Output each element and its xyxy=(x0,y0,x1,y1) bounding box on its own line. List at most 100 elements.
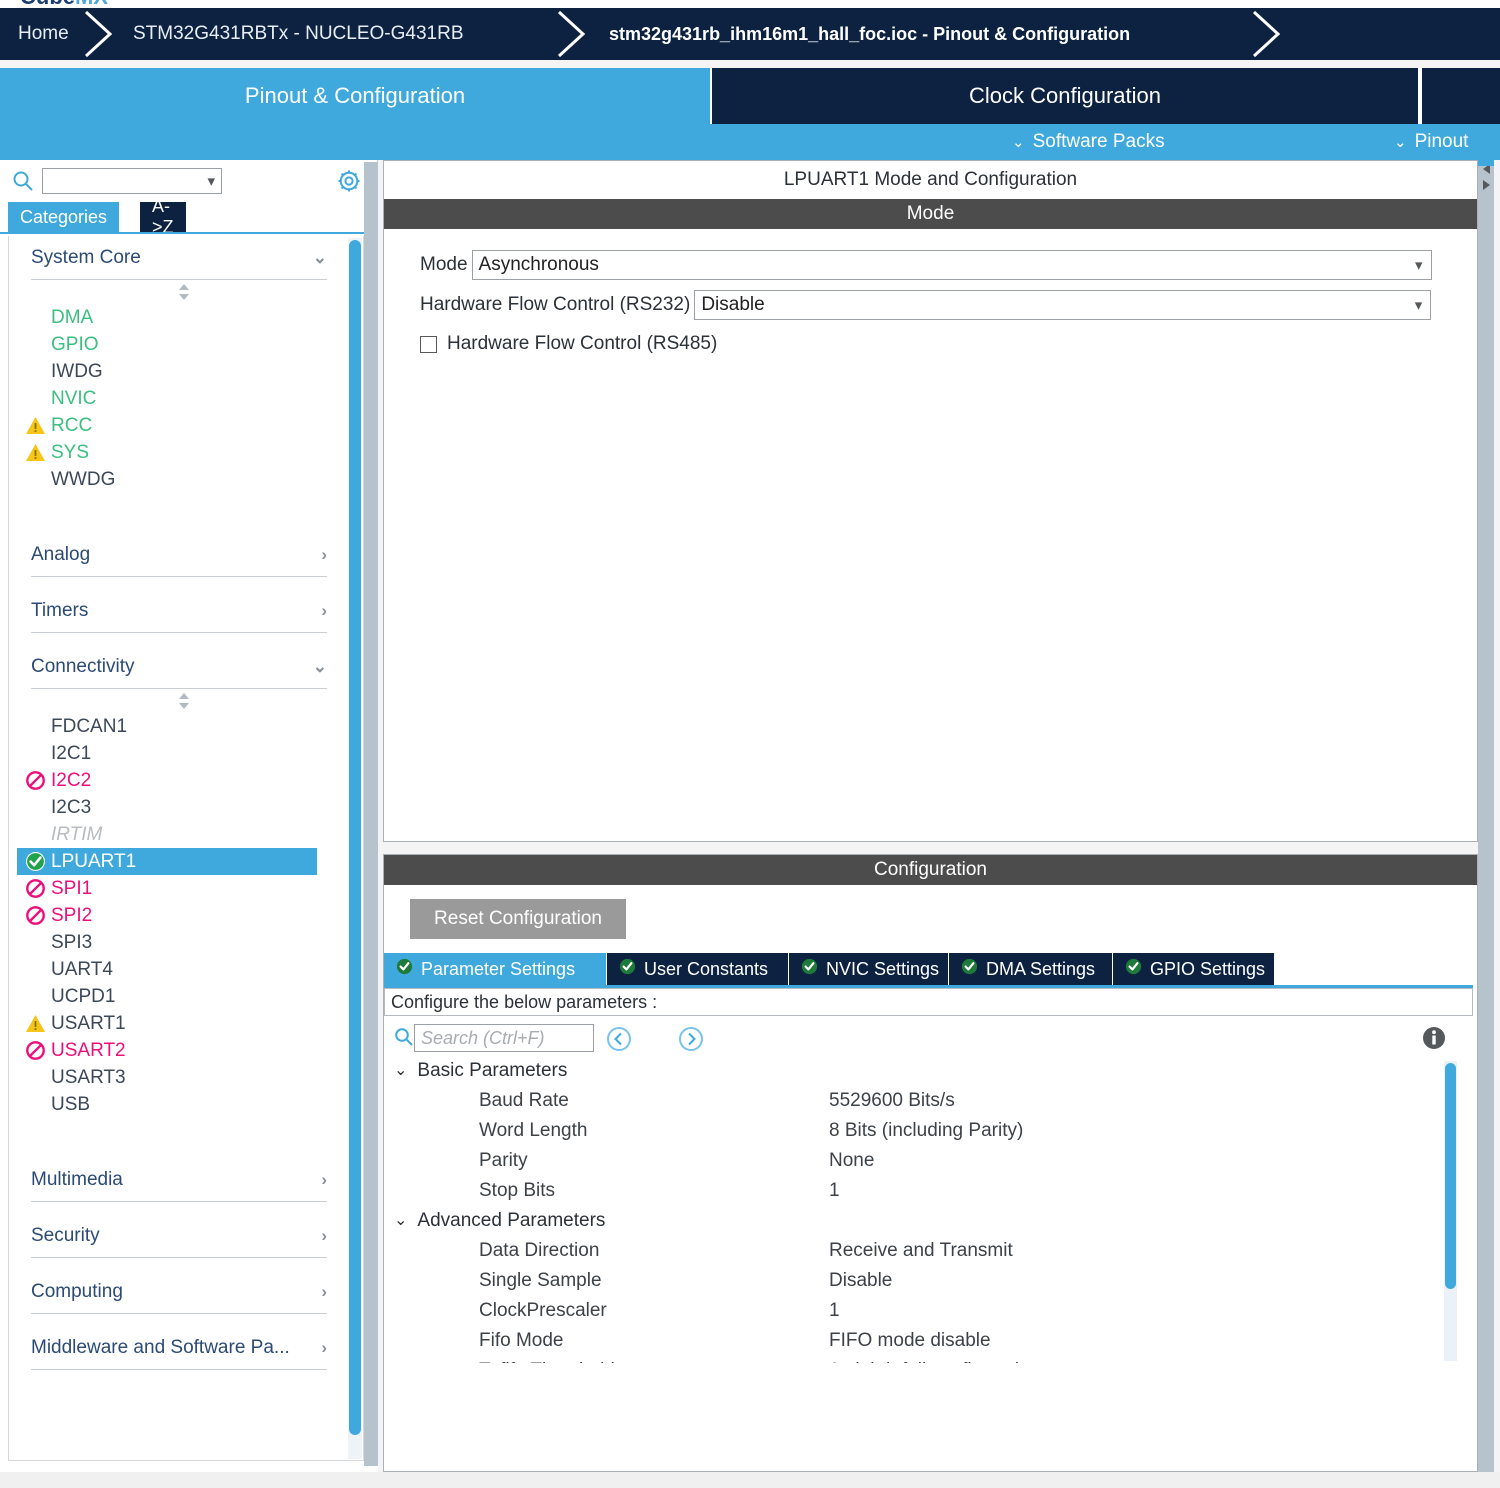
parameter-value[interactable]: 1 xyxy=(829,1180,840,1201)
sidebar-item-spi1[interactable]: SPI1 xyxy=(9,875,349,902)
sidebar-item-usart2[interactable]: USART2 xyxy=(9,1037,349,1064)
sidebar-item-sys[interactable]: SYS xyxy=(9,439,349,466)
sidebar-item-i2c3[interactable]: I2C3 xyxy=(9,794,349,821)
sidebar-item-iwdg[interactable]: IWDG xyxy=(9,358,349,385)
parameter-row[interactable]: Baud Rate 5529600 Bits/s xyxy=(384,1086,1473,1116)
parameter-group-basic-parameters[interactable]: ⌄ Basic Parameters xyxy=(384,1056,1473,1086)
tab-clock-configuration[interactable]: Clock Configuration xyxy=(710,68,1420,124)
sidebar-item-ucpd1[interactable]: UCPD1 xyxy=(9,983,349,1010)
sidebar-item-nvic[interactable]: NVIC xyxy=(9,385,349,412)
parameter-row[interactable]: Parity None xyxy=(384,1146,1473,1176)
splitter-arrows-icon xyxy=(1483,164,1490,190)
parameter-row[interactable]: Txfifo Threshold1 eighth full configurat… xyxy=(384,1356,1473,1363)
sidebar-group-middleware-and-software-pa[interactable]: Middleware and Software Pa... › xyxy=(31,1326,327,1370)
hwfc485-row[interactable]: Hardware Flow Control (RS485) xyxy=(384,325,1477,363)
parameter-row[interactable]: ClockPrescaler 1 xyxy=(384,1296,1473,1326)
chevron-right-circle-icon[interactable] xyxy=(678,1026,704,1052)
mode-select[interactable]: Asynchronous ▾ xyxy=(471,250,1432,280)
parameter-row[interactable]: Word Length 8 Bits (including Parity) xyxy=(384,1116,1473,1146)
sidebar-item-irtim[interactable]: IRTIM xyxy=(9,821,349,848)
parameter-group-label: Advanced Parameters xyxy=(417,1210,606,1231)
sidebar-group-computing[interactable]: Computing › xyxy=(31,1270,327,1314)
parameter-row[interactable]: Single Sample Disable xyxy=(384,1266,1473,1296)
forbidden-icon xyxy=(25,1040,46,1061)
configure-hint-bar: Configure the below parameters : xyxy=(384,988,1473,1016)
parameter-row[interactable]: Data Direction Receive and Transmit xyxy=(384,1236,1473,1266)
right-panel-splitter[interactable] xyxy=(1478,160,1494,1472)
parameter-value[interactable]: Disable xyxy=(829,1270,893,1291)
check-circle-icon xyxy=(25,851,46,872)
breadcrumb-item-device[interactable]: STM32G431RBTx - NUCLEO-G431RB xyxy=(133,23,464,44)
sidebar-item-dma[interactable]: DMA xyxy=(9,304,349,331)
parameter-key: ClockPrescaler xyxy=(479,1300,607,1321)
chevron-right-icon: › xyxy=(321,1225,327,1245)
sidebar-group-analog[interactable]: Analog › xyxy=(31,533,327,577)
right-region: LPUART1 Mode and Configuration Mode Mode… xyxy=(383,160,1478,1472)
parameter-value[interactable]: 1 eighth full configuration xyxy=(829,1360,1040,1363)
sidebar-group-connectivity[interactable]: Connectivity ⌄ xyxy=(31,645,327,689)
parameter-value[interactable]: None xyxy=(829,1150,875,1171)
sidebar-item-rcc[interactable]: RCC xyxy=(9,412,349,439)
sidebar: ▾ Categories A->Z Syste xyxy=(0,160,378,1472)
parameter-value[interactable]: Receive and Transmit xyxy=(829,1240,1013,1261)
parameter-group-advanced-parameters[interactable]: ⌄ Advanced Parameters xyxy=(384,1206,1473,1236)
tab-categories[interactable]: Categories xyxy=(8,202,120,232)
sidebar-group-label: Timers xyxy=(31,599,89,621)
parameter-value[interactable]: FIFO mode disable xyxy=(829,1330,991,1351)
sidebar-item-uart4[interactable]: UART4 xyxy=(9,956,349,983)
pinout-menu[interactable]: ⌄ Pinout xyxy=(1394,131,1469,152)
search-icon xyxy=(12,170,34,192)
sidebar-sort-handle-icon[interactable] xyxy=(9,689,349,713)
parameter-value[interactable]: 1 xyxy=(829,1300,840,1321)
sidebar-item-label: FDCAN1 xyxy=(51,715,128,737)
info-icon[interactable] xyxy=(1421,1025,1447,1051)
tab-a-to-z[interactable]: A->Z xyxy=(140,196,186,237)
sidebar-search-row: ▾ xyxy=(0,160,378,200)
sidebar-item-lpuart1[interactable]: LPUART1 xyxy=(17,848,317,875)
sidebar-item-i2c2[interactable]: I2C2 xyxy=(9,767,349,794)
config-tab-user-constants[interactable]: User Constants xyxy=(606,953,788,985)
parameter-row[interactable]: Stop Bits 1 xyxy=(384,1176,1473,1206)
tab-pinout-configuration[interactable]: Pinout & Configuration xyxy=(0,68,710,124)
sidebar-group-security[interactable]: Security › xyxy=(31,1214,327,1258)
sidebar-splitter[interactable] xyxy=(364,162,378,1472)
config-tab-gpio-settings[interactable]: GPIO Settings xyxy=(1112,953,1274,985)
software-packs-menu[interactable]: ⌄ Software Packs xyxy=(1012,131,1165,152)
sidebar-item-usart1[interactable]: USART1 xyxy=(9,1010,349,1037)
breadcrumb-item-home[interactable]: Home xyxy=(18,23,69,44)
sidebar-search-input[interactable]: ▾ xyxy=(42,168,222,194)
sidebar-item-spi2[interactable]: SPI2 xyxy=(9,902,349,929)
mode-label: Mode xyxy=(420,254,468,275)
chevron-left-circle-icon[interactable] xyxy=(606,1026,632,1052)
hwfc232-select[interactable]: Disable ▾ xyxy=(694,290,1432,320)
sidebar-item-wwdg[interactable]: WWDG xyxy=(9,466,349,493)
config-tab-parameter-settings[interactable]: Parameter Settings xyxy=(384,953,606,985)
hwfc485-checkbox[interactable] xyxy=(420,335,437,353)
sidebar-item-gpio[interactable]: GPIO xyxy=(9,331,349,358)
sidebar-group-timers[interactable]: Timers › xyxy=(31,589,327,633)
config-tab-nvic-settings[interactable]: NVIC Settings xyxy=(788,953,948,985)
mode-panel-title: LPUART1 Mode and Configuration xyxy=(384,161,1477,199)
sidebar-item-spi3[interactable]: SPI3 xyxy=(9,929,349,956)
parameter-list-scrollbar-thumb[interactable] xyxy=(1445,1063,1456,1289)
parameter-value[interactable]: 8 Bits (including Parity) xyxy=(829,1120,1024,1141)
sidebar-sort-handle-icon[interactable] xyxy=(9,280,349,304)
sidebar-item-usb[interactable]: USB xyxy=(9,1091,349,1118)
app-logo-strip: CubeMX xyxy=(0,0,1500,8)
reset-configuration-button[interactable]: Reset Configuration xyxy=(410,899,626,939)
sidebar-item-i2c1[interactable]: I2C1 xyxy=(9,740,349,767)
parameter-row[interactable]: Fifo Mode FIFO mode disable xyxy=(384,1326,1473,1356)
sidebar-group-system-core[interactable]: System Core ⌄ xyxy=(31,236,327,280)
sidebar-group-multimedia[interactable]: Multimedia › xyxy=(31,1158,327,1202)
config-tab-dma-settings[interactable]: DMA Settings xyxy=(948,953,1112,985)
sidebar-item-label: GPIO xyxy=(51,333,99,355)
sidebar-scrollbar-thumb[interactable] xyxy=(349,240,361,1435)
chevron-down-icon: ⌄ xyxy=(1394,133,1407,151)
gear-icon[interactable] xyxy=(336,168,362,194)
tab-project-manager[interactable] xyxy=(1420,68,1500,124)
sidebar-item-fdcan1[interactable]: FDCAN1 xyxy=(9,713,349,740)
sidebar-item-usart3[interactable]: USART3 xyxy=(9,1064,349,1091)
parameter-value[interactable]: 5529600 Bits/s xyxy=(829,1090,955,1111)
breadcrumb-item-project[interactable]: stm32g431rb_ihm16m1_hall_foc.ioc - Pinou… xyxy=(609,23,1131,44)
parameter-search-input[interactable]: Search (Ctrl+F) xyxy=(414,1024,594,1052)
